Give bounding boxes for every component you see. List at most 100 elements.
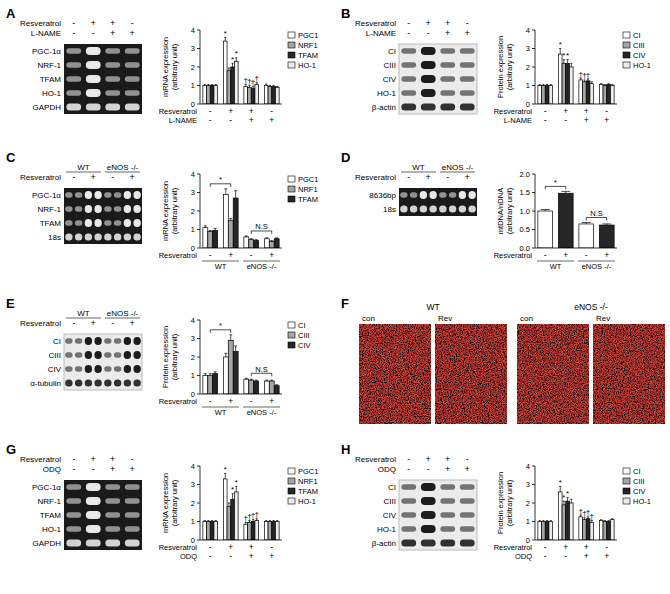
treatment-sign: -	[209, 115, 212, 125]
band	[440, 540, 455, 547]
legend-label: HO-1	[298, 61, 316, 70]
micrograph-bg	[593, 324, 665, 424]
band	[421, 483, 436, 491]
bar	[269, 242, 274, 248]
error-bar	[265, 237, 268, 239]
band	[104, 192, 111, 198]
band	[133, 191, 140, 199]
treatment-sign: +	[110, 28, 115, 38]
y-tick-label: 1	[526, 517, 530, 526]
treatment-sign: -	[209, 396, 212, 406]
treatment-sign: +	[584, 115, 589, 125]
error-bar	[570, 499, 572, 503]
band	[66, 48, 81, 54]
x-axis	[200, 248, 282, 249]
bar	[233, 198, 238, 248]
blot-background	[64, 44, 142, 114]
band	[133, 337, 140, 345]
y-tick	[532, 540, 535, 541]
treatment-sign: +	[228, 396, 233, 406]
bar	[233, 351, 238, 394]
plot-area	[538, 49, 614, 105]
y-tick	[532, 192, 535, 193]
band	[459, 191, 466, 199]
group-label: eNOS -/-	[582, 262, 612, 271]
band	[75, 192, 82, 198]
band	[429, 191, 436, 199]
band	[429, 206, 436, 213]
bar	[248, 87, 252, 104]
group-label: eNOS -/-	[247, 408, 277, 417]
band-label: TFAM	[40, 75, 62, 84]
band	[459, 206, 466, 213]
band	[65, 366, 72, 372]
bar	[228, 340, 233, 394]
band	[401, 512, 416, 518]
bar	[579, 80, 583, 104]
treatment-label: L-NAME	[366, 29, 396, 38]
y-tick	[197, 248, 200, 249]
treatment-sign: +	[269, 551, 274, 561]
bar	[586, 519, 590, 540]
band	[94, 380, 101, 387]
band	[125, 90, 140, 96]
band	[460, 76, 475, 82]
y-tick-label: 1.5	[520, 188, 530, 197]
bar	[231, 67, 235, 104]
error-bar	[582, 222, 591, 223]
y-tick-label: 1	[191, 81, 195, 90]
condition-label: con	[362, 314, 375, 323]
legend-swatch	[623, 52, 630, 58]
treatment-sign: +	[228, 250, 233, 260]
y-tick-label: 1	[191, 517, 195, 526]
band	[124, 191, 131, 199]
error-bar	[611, 518, 613, 520]
band-label: CIV	[383, 511, 397, 520]
y-tick	[532, 174, 535, 175]
band	[114, 366, 121, 372]
band	[449, 192, 456, 198]
treatment-sign: -	[544, 115, 547, 125]
group-label: WT	[412, 163, 425, 172]
error-bar	[204, 84, 206, 86]
legend-swatch	[288, 32, 295, 38]
legend-swatch	[288, 62, 295, 68]
band	[65, 192, 72, 198]
bar	[599, 225, 614, 248]
treatment-sign: -	[427, 464, 430, 474]
bar	[254, 381, 259, 394]
band	[421, 75, 436, 83]
band	[75, 234, 82, 241]
y-tick	[532, 85, 535, 86]
error-bar	[250, 238, 253, 240]
bar	[255, 521, 259, 540]
legend-swatch	[288, 498, 295, 504]
bar	[244, 379, 249, 394]
y-tick-label: 3	[191, 44, 195, 53]
treatment-sign: +	[604, 250, 609, 260]
micrograph	[359, 324, 431, 424]
bar	[255, 85, 259, 104]
error-bar	[275, 237, 278, 239]
y-axis	[535, 174, 536, 248]
bar	[244, 237, 249, 248]
band	[85, 205, 92, 213]
error-bar	[265, 380, 268, 382]
y-tick	[532, 67, 535, 68]
band	[421, 525, 436, 533]
band	[440, 76, 455, 82]
x-axis	[200, 540, 282, 541]
error-bar	[235, 486, 237, 492]
band	[460, 498, 475, 504]
plot-area	[203, 335, 279, 394]
panel-letter: D	[341, 150, 350, 165]
bar	[264, 381, 269, 394]
y-tick-label: 2	[191, 63, 195, 72]
bar	[538, 211, 553, 248]
band	[65, 380, 72, 387]
legend-swatch	[288, 176, 295, 182]
error-bar	[276, 520, 278, 522]
bar	[275, 522, 279, 541]
error-bar	[539, 520, 541, 522]
band	[401, 90, 416, 96]
